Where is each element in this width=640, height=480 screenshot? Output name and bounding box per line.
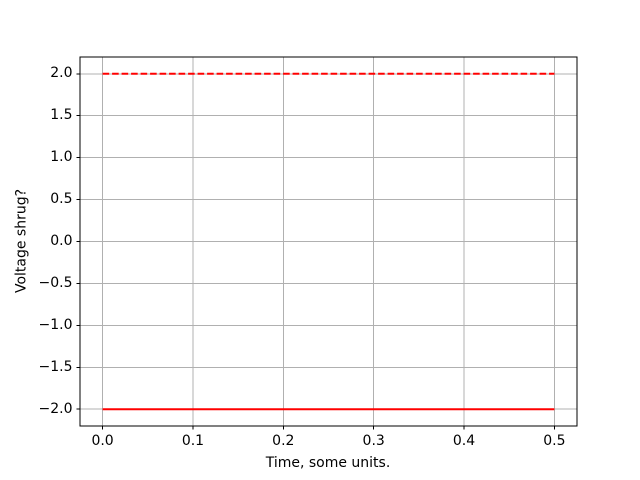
y-tick-label: −2.0 — [38, 400, 73, 417]
tick-marks — [76, 73, 555, 430]
y-tick-label: 1.5 — [50, 107, 73, 124]
x-tick-label: 0.4 — [452, 433, 476, 449]
y-axis-label: Voltage shrug? — [13, 188, 30, 294]
y-tick-label: −1.5 — [38, 358, 73, 375]
y-tick-label: 2.0 — [50, 65, 73, 82]
x-axis-label: Time, some units. — [265, 455, 391, 471]
x-tick-label: 0.2 — [272, 433, 295, 449]
y-tick-label: −1.0 — [38, 316, 73, 333]
x-tick-label: 0.3 — [362, 433, 385, 449]
x-tick-label: 0.0 — [91, 433, 114, 449]
y-tick-label: 0.5 — [50, 191, 73, 208]
y-tick-label: −0.5 — [38, 274, 73, 291]
y-tick-label: 0.0 — [50, 233, 73, 249]
y-tick-label: 1.0 — [50, 149, 73, 166]
grid-lines — [80, 57, 577, 426]
x-tick-label: 0.5 — [543, 433, 566, 449]
x-tick-label: 0.1 — [181, 433, 205, 449]
